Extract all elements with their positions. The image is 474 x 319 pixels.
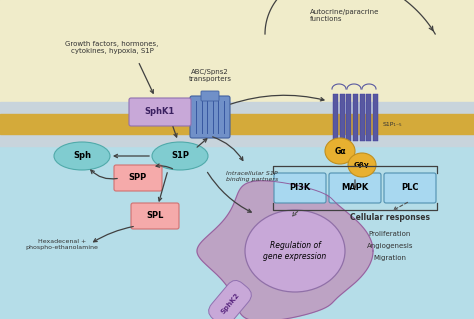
- Text: SPP: SPP: [129, 174, 147, 182]
- Bar: [360, 94, 365, 141]
- FancyBboxPatch shape: [190, 96, 230, 138]
- Text: SphK1: SphK1: [145, 108, 175, 116]
- Ellipse shape: [348, 153, 376, 177]
- Text: Gα: Gα: [334, 146, 346, 155]
- FancyBboxPatch shape: [384, 173, 436, 203]
- Text: Migration: Migration: [374, 255, 407, 261]
- Bar: [333, 94, 338, 141]
- Bar: [340, 94, 345, 141]
- Text: Sph: Sph: [73, 152, 91, 160]
- Text: MAPK: MAPK: [341, 183, 369, 192]
- Bar: [0, 114, 474, 134]
- FancyBboxPatch shape: [129, 98, 191, 126]
- Text: Angiogenesis: Angiogenesis: [367, 243, 413, 249]
- Text: Intracellular S1P
binding partners: Intracellular S1P binding partners: [226, 171, 278, 182]
- Bar: [366, 94, 371, 141]
- Bar: [0, 0, 474, 124]
- Ellipse shape: [54, 142, 110, 170]
- Text: SphK2: SphK2: [219, 291, 240, 315]
- Ellipse shape: [152, 142, 208, 170]
- FancyBboxPatch shape: [114, 165, 162, 191]
- Text: SPL: SPL: [146, 211, 164, 220]
- Bar: [373, 94, 378, 141]
- Text: Cellular responses: Cellular responses: [350, 213, 430, 222]
- Text: S1P₁₋₅: S1P₁₋₅: [383, 122, 402, 127]
- Polygon shape: [197, 181, 373, 319]
- Text: Autocrine/paracrine
functions: Autocrine/paracrine functions: [310, 9, 379, 22]
- Text: Hexadecenal +
phospho-ethanolamine: Hexadecenal + phospho-ethanolamine: [26, 239, 99, 250]
- Text: Growth factors, hormones,
cytokines, hypoxia, S1P: Growth factors, hormones, cytokines, hyp…: [65, 41, 159, 54]
- Ellipse shape: [325, 138, 355, 164]
- Bar: [353, 94, 358, 141]
- Text: PLC: PLC: [401, 183, 419, 192]
- Text: Regulation of
gene expression: Regulation of gene expression: [264, 241, 327, 261]
- Bar: [0, 134, 474, 146]
- FancyBboxPatch shape: [131, 203, 179, 229]
- FancyBboxPatch shape: [201, 91, 219, 101]
- Bar: [0, 102, 474, 114]
- Text: PI3K: PI3K: [289, 183, 310, 192]
- Text: ABC/Spns2
transporters: ABC/Spns2 transporters: [189, 69, 231, 82]
- FancyBboxPatch shape: [329, 173, 381, 203]
- Bar: [346, 94, 351, 141]
- Ellipse shape: [245, 210, 345, 292]
- Text: Gβγ: Gβγ: [354, 162, 370, 168]
- FancyBboxPatch shape: [274, 173, 326, 203]
- Text: S1P: S1P: [171, 152, 189, 160]
- Text: Proliferation: Proliferation: [369, 231, 411, 237]
